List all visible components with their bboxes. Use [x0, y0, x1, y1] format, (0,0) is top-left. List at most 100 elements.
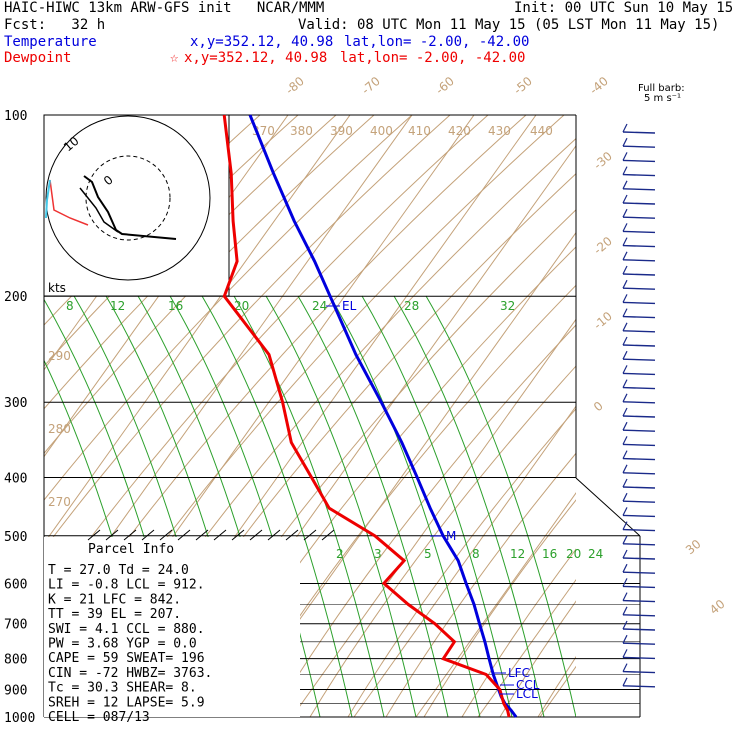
mixing-ratio-label: 2 — [336, 547, 344, 561]
isotherm-label: -50 — [511, 74, 535, 97]
mixing-ratio-label: 12 — [510, 547, 525, 561]
parcel-hatch — [195, 529, 209, 541]
pressure-tick-label: 300 — [4, 396, 27, 411]
wind-barb-flag — [622, 308, 628, 317]
dry-adiabat — [461, 548, 576, 717]
wind-barb-flag — [622, 464, 628, 474]
parcel-hatch — [213, 529, 227, 541]
dewpoint-legend: Dewpoint — [4, 50, 72, 66]
valid-time: Valid: 08 UTC Mon 11 May 15 (05 LST Mon … — [298, 17, 720, 33]
parcel-box — [44, 537, 300, 717]
hodograph-trace-cyan — [45, 179, 51, 219]
mixing-ratio-label: 24 — [312, 299, 327, 313]
mixing-ratio-label: 8 — [66, 299, 74, 313]
theta-label: 380 — [290, 124, 313, 138]
wind-barb-flag — [622, 649, 628, 658]
wind-barb-flag — [622, 152, 628, 161]
dry-adiabat — [652, 115, 740, 717]
mixing-ratio-label: 16 — [542, 547, 557, 561]
dry-adiabat — [575, 716, 576, 717]
dry-adiabat — [347, 408, 576, 717]
theta-label: 440 — [530, 124, 553, 138]
wind-barb — [622, 202, 656, 205]
hodograph-trace-2 — [79, 187, 119, 233]
wind-barb — [622, 429, 656, 432]
wind-barb-flag — [622, 549, 628, 559]
wind-barb — [622, 401, 656, 404]
wind-barb-flag — [622, 208, 628, 218]
wind-barb — [622, 457, 656, 461]
wind-barb-flag — [622, 336, 628, 346]
wind-barb — [622, 131, 656, 134]
theta-label: 420 — [448, 124, 471, 138]
dry-adiabat — [44, 115, 413, 501]
barb-legend: Full barb: — [638, 83, 685, 94]
wind-barb — [622, 386, 656, 390]
parcel-row: K = 21 LFC = 842. — [48, 592, 181, 607]
parcel-row: LI = -0.8 LCL = 912. — [48, 578, 205, 593]
wind-barb — [622, 670, 656, 674]
wind-barb-flag — [622, 535, 628, 545]
mixing-ratio-label: 24 — [588, 547, 603, 561]
parcel-row: SREH = 12 LAPSE= 5.9 — [48, 695, 205, 710]
pressure-tick-label: 200 — [4, 290, 27, 305]
pressure-tick-label: 900 — [4, 683, 27, 698]
wind-barb-flag — [622, 620, 628, 630]
wind-barb-flag — [622, 279, 628, 289]
dry-adiabat — [499, 600, 576, 717]
wind-barb-flag — [622, 294, 628, 303]
dry-adiabat — [271, 324, 576, 717]
wind-barb-flag — [622, 634, 628, 644]
wind-barb — [622, 358, 656, 361]
parcel-hatch — [285, 529, 299, 541]
wind-barb-flag — [622, 237, 628, 246]
wind-barb — [622, 514, 656, 518]
pressure-tick-label: 600 — [4, 577, 27, 592]
wind-barb — [622, 685, 656, 688]
parcel-hatch — [249, 529, 263, 541]
parcel-title: Parcel Info — [88, 542, 174, 557]
mixing-ratio-label: 20 — [234, 299, 249, 313]
hodograph-ring-inner — [85, 155, 171, 241]
wind-barb — [622, 472, 656, 475]
wind-barb-flag — [622, 265, 628, 275]
wind-barb-flag — [622, 166, 628, 175]
isotherm-label: -60 — [433, 74, 457, 97]
mixing-ratio-label: 3 — [374, 547, 382, 561]
wind-barb — [622, 330, 656, 333]
wind-barb-flag — [622, 492, 628, 502]
wind-barb — [622, 571, 656, 574]
wind-barb-flag — [622, 322, 628, 332]
isotherm-line — [602, 115, 740, 717]
init-time: Init: 00 UTC Sun 10 May 15 — [514, 0, 734, 16]
pressure-tick-label: 1000 — [4, 711, 35, 726]
wind-barb — [622, 443, 656, 447]
wind-barb-flag — [622, 606, 628, 616]
mixing-ratio-label: 8 — [472, 547, 480, 561]
wind-barb — [622, 273, 656, 276]
mixing-ratio-line — [265, 295, 417, 717]
wind-barb-flag — [622, 194, 628, 204]
wind-barb — [622, 543, 656, 546]
wind-barb — [622, 656, 656, 660]
parcel-hatch — [159, 529, 173, 541]
pressure-tick-label: 700 — [4, 618, 27, 633]
wind-barb-flag — [622, 436, 628, 445]
wind-barb — [622, 244, 656, 248]
wind-barb-flag — [622, 677, 628, 687]
isotherm-line — [415, 492, 576, 717]
parcel-row: T = 27.0 Td = 24.0 — [48, 563, 189, 578]
wind-barb — [622, 585, 656, 589]
pressure-tick-label: 100 — [4, 109, 27, 124]
parcel-hatch — [267, 529, 281, 541]
wind-barb-flag — [622, 251, 628, 261]
wind-barb-flag — [622, 521, 628, 530]
wind-barb — [622, 173, 656, 177]
wind-barb — [622, 599, 656, 603]
theta-label: 270 — [48, 495, 71, 509]
isotherm-label: 30 — [683, 537, 704, 558]
parcel-hatch — [303, 529, 317, 541]
wind-barb-flag — [622, 421, 628, 431]
parcel-hatch — [177, 529, 191, 541]
